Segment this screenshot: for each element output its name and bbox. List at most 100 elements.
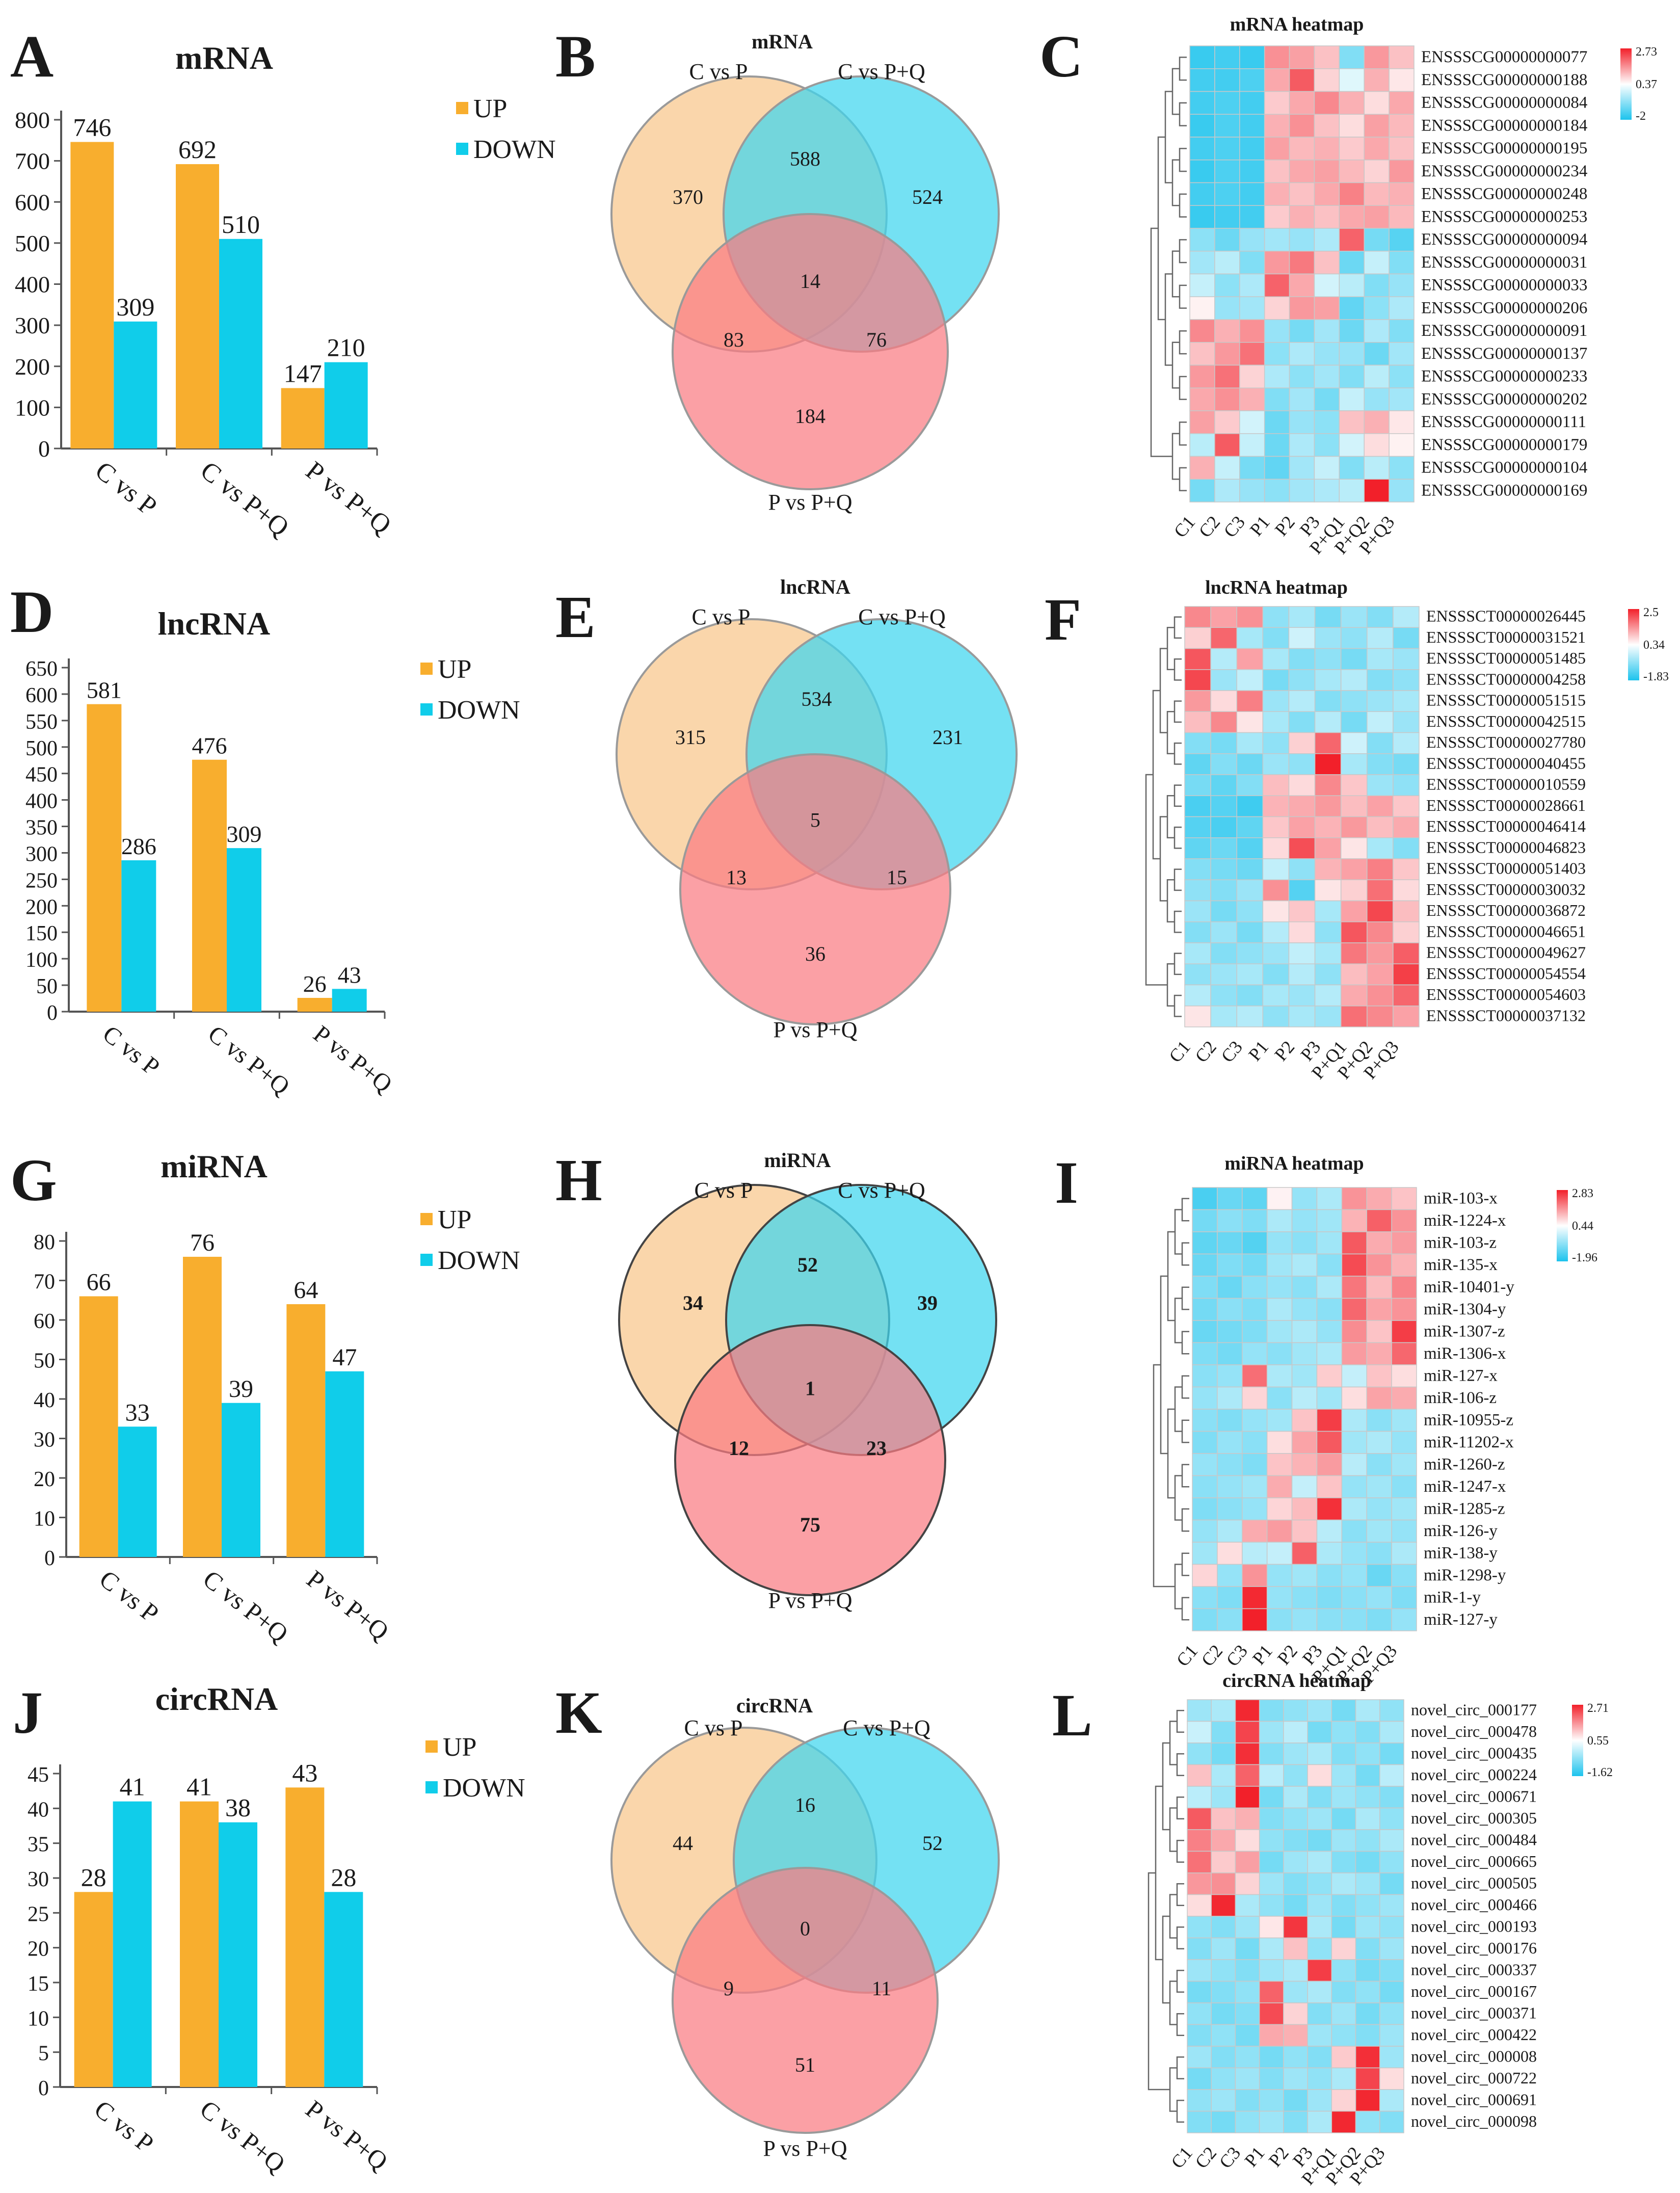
dendrogram-branch — [1174, 1564, 1182, 1609]
heatmap-cell — [1367, 837, 1394, 859]
venn-set-label: C vs P — [695, 1178, 753, 1203]
y-tick-label: 600 — [25, 684, 58, 707]
heatmap-cell — [1316, 1542, 1343, 1565]
heatmap-cell — [1355, 1872, 1380, 1895]
heatmap-cell — [1379, 1916, 1404, 1939]
x-category-label: P vs P+Q — [301, 2095, 393, 2176]
heatmap-col-label: C2 — [1195, 512, 1224, 541]
bar-down — [219, 1822, 257, 2087]
heatmap-cell — [1366, 1431, 1392, 1454]
heatmap-cell — [1235, 1807, 1260, 1830]
heatmap-cell — [1283, 2024, 1308, 2047]
heatmap-cell — [1283, 1699, 1308, 1722]
heatmap-cell — [1341, 1542, 1367, 1565]
heatmap-cell — [1316, 1209, 1343, 1232]
heatmap-cell — [1393, 627, 1420, 649]
heatmap-cell — [1339, 319, 1365, 343]
heatmap-cell — [1211, 1764, 1236, 1787]
heatmap-cell — [1184, 627, 1211, 649]
heatmap-cell — [1239, 273, 1265, 297]
heatmap-row-label: ENSSSCG00000000253 — [1421, 207, 1587, 226]
heatmap-cell — [1239, 91, 1265, 115]
heatmap-cell — [1242, 1209, 1268, 1232]
dendrogram-branch — [1169, 1980, 1177, 2025]
heatmap-cell — [1239, 433, 1265, 457]
heatmap-cell — [1239, 479, 1265, 503]
heatmap-cell — [1289, 342, 1315, 366]
heatmap-cell — [1307, 1721, 1332, 1743]
heatmap-row-label: miR-127-x — [1424, 1366, 1498, 1385]
heatmap-cell — [1259, 1872, 1284, 1895]
heatmap-cell — [1288, 795, 1316, 817]
bar-up — [87, 704, 122, 1012]
y-tick-label: 200 — [25, 895, 58, 919]
heatmap-cell — [1236, 816, 1264, 838]
heatmap-cell — [1389, 68, 1415, 92]
bar-value-label: 692 — [178, 135, 217, 164]
heatmap-cell — [1236, 900, 1264, 922]
heatmap-cell — [1291, 1276, 1318, 1299]
heatmap-row-label: novel_circ_000176 — [1411, 1939, 1537, 1957]
heatmap-cell — [1210, 753, 1237, 775]
legend-label-up: UP — [438, 1205, 471, 1234]
heatmap-cell — [1262, 942, 1290, 964]
heatmap-cell — [1266, 1386, 1293, 1410]
venn-circle-3 — [672, 213, 949, 490]
heatmap-cell — [1379, 1894, 1404, 1917]
heatmap-cell — [1366, 1497, 1392, 1521]
dendrogram-branch — [1164, 91, 1172, 183]
heatmap-row-label: ENSSSCT00000040455 — [1426, 754, 1586, 772]
heatmap-cell — [1314, 669, 1342, 691]
scale-mid-label: 0.44 — [1572, 1220, 1593, 1233]
venn-count-c: 75 — [800, 1513, 820, 1536]
heatmap-cell — [1364, 342, 1390, 366]
legend-label-up: UP — [438, 655, 471, 684]
heatmap-cell — [1314, 456, 1340, 480]
heatmap-cell — [1340, 648, 1368, 670]
heatmap-cell — [1391, 1386, 1417, 1410]
y-tick-label: 350 — [25, 816, 58, 840]
heatmap-cell — [1239, 182, 1265, 206]
bar-up — [176, 164, 219, 448]
heatmap-cell — [1316, 1453, 1343, 1476]
heatmap-cell — [1314, 160, 1340, 183]
heatmap-row-label: miR-126-y — [1424, 1522, 1498, 1540]
heatmap-cell — [1214, 137, 1240, 161]
heatmap-cell — [1259, 1786, 1284, 1809]
heatmap-cell — [1262, 795, 1290, 817]
heatmap-row-label: miR-10401-y — [1424, 1278, 1514, 1296]
heatmap-col-label: P1 — [1248, 1641, 1276, 1669]
heatmap-col-label: C1 — [1172, 1641, 1202, 1670]
dendrogram-branch — [1171, 433, 1180, 480]
heatmap-cell — [1379, 2089, 1404, 2112]
heatmap-cell — [1210, 963, 1237, 986]
heatmap-cell — [1331, 2002, 1356, 2025]
heatmap-cell — [1242, 1342, 1268, 1365]
legend-swatch-up — [420, 1213, 433, 1225]
heatmap-cell — [1307, 2024, 1332, 2047]
heatmap-cell — [1187, 2046, 1212, 2069]
bar-up — [183, 1257, 222, 1557]
heatmap-cell — [1214, 45, 1240, 69]
heatmap-cell — [1355, 1959, 1380, 1982]
heatmap-cell — [1379, 1786, 1404, 1809]
dendrogram-branch — [1171, 341, 1180, 389]
dendrogram-branch — [1174, 1298, 1182, 1343]
heatmap-cell — [1307, 1872, 1332, 1895]
x-category-label: C vs P — [94, 1565, 164, 1628]
heatmap-cell — [1314, 921, 1342, 943]
dendrogram-branch — [1179, 376, 1187, 400]
dendrogram-branch — [1174, 700, 1182, 723]
y-tick-label: 20 — [28, 1938, 49, 1961]
legend-swatch-up — [425, 1740, 438, 1753]
heatmap-cell — [1187, 2067, 1212, 2090]
heatmap-cell — [1262, 690, 1290, 712]
heatmap-title: miRNA heatmap — [1224, 1153, 1364, 1174]
heatmap-cell — [1364, 137, 1390, 161]
heatmap-cell — [1192, 1231, 1218, 1255]
heatmap-cell — [1366, 1564, 1392, 1587]
heatmap-cell — [1283, 2002, 1308, 2025]
heatmap-cell — [1259, 1916, 1284, 1939]
